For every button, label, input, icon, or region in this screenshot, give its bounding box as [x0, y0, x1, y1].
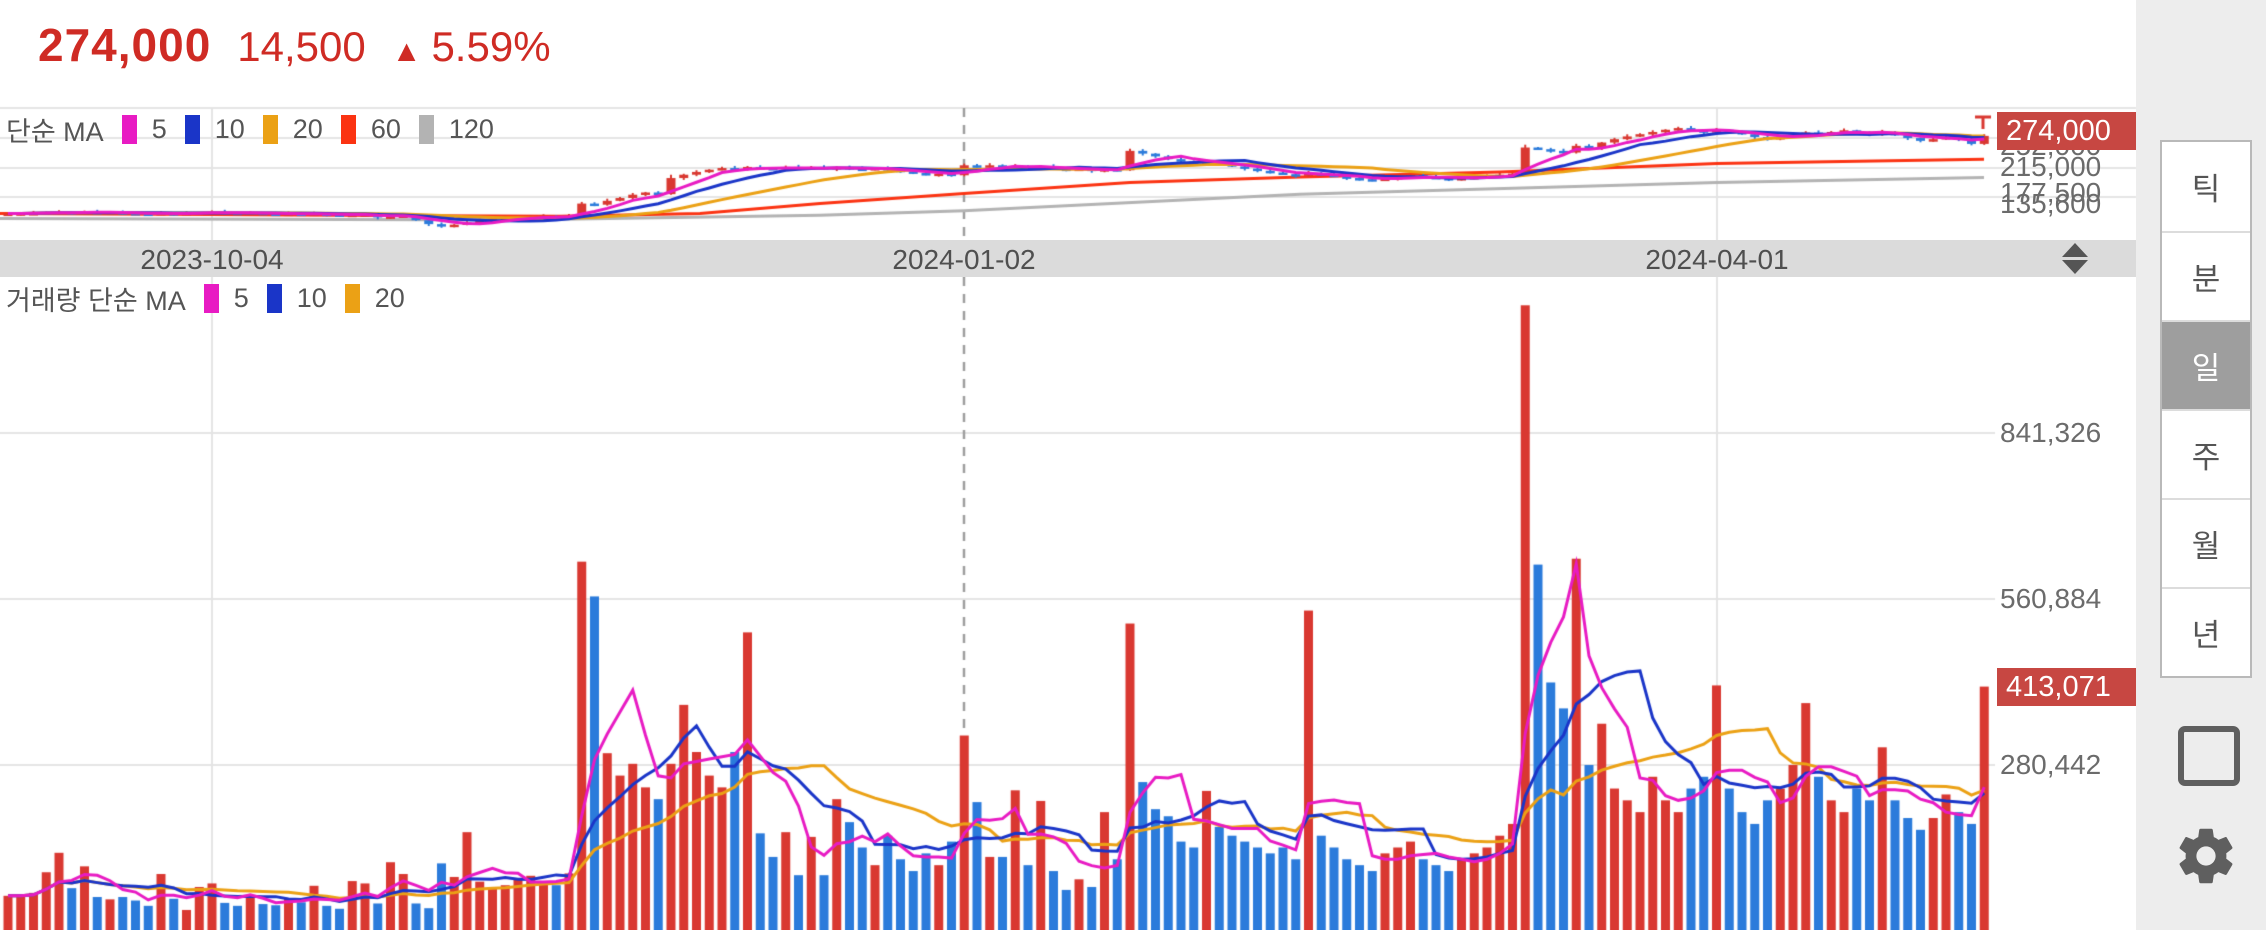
price-ma-legend-title: 단순 MA: [6, 117, 104, 147]
axis-tick-label: 560,884: [2000, 583, 2102, 614]
legend-swatch: [418, 115, 434, 144]
current-volume-badge: 413,071: [1997, 668, 2136, 706]
legend-swatch: [262, 115, 278, 144]
scale-adjust-arrows[interactable]: [2062, 243, 2088, 275]
timeframe-button-주[interactable]: 주: [2162, 409, 2250, 498]
legend-period-label: 60: [370, 114, 401, 144]
date-label: 2024-01-02: [892, 244, 1036, 275]
legend-period-label: 5: [151, 114, 167, 144]
arrow-up-icon: [2062, 243, 2088, 257]
axis-tick-label: 841,326: [2000, 417, 2102, 448]
legend-swatch: [184, 115, 200, 144]
legend-period-label: 20: [292, 114, 323, 144]
legend-swatch: [203, 284, 219, 313]
timeframe-button-틱[interactable]: 틱: [2191, 172, 2221, 207]
date-label: 2024-04-01: [1645, 244, 1789, 275]
crosshair-tool-button[interactable]: [2178, 726, 2240, 786]
legend-period-label: 10: [296, 283, 327, 313]
axis-tick-label: 280,442: [2000, 749, 2102, 780]
legend-swatch: [121, 115, 137, 144]
arrow-down-icon: [2062, 260, 2088, 274]
legend-swatch: [340, 115, 356, 144]
timeframe-button-년[interactable]: 년: [2162, 587, 2250, 676]
timeframe-button-일[interactable]: 일: [2162, 320, 2250, 409]
legend-period-label: 10: [214, 114, 245, 144]
legend-period-label: 5: [233, 283, 249, 313]
timeframe-button-월[interactable]: 월: [2162, 498, 2250, 587]
axis-tick-label: 215,000: [2000, 151, 2102, 182]
settings-button[interactable]: [2172, 822, 2240, 890]
axis-tick-label: 135,600: [2000, 188, 2102, 219]
gear-icon: [2179, 828, 2233, 884]
current-price-badge: 274,000: [1997, 112, 2136, 150]
price-ma-legend: 단순 MA 5 10 20 60 120: [6, 110, 494, 149]
legend-swatch: [344, 284, 360, 313]
volume-ma-legend-title: 거래량 단순 MA: [6, 286, 186, 316]
date-label: 2023-10-04: [140, 244, 284, 275]
date-axis-band: 2023-10-04 2024-01-02 2024-04-01: [0, 240, 2136, 277]
timeframe-button-분[interactable]: 분: [2162, 231, 2250, 320]
legend-period-label: 20: [374, 283, 405, 313]
legend-swatch: [266, 284, 282, 313]
legend-period-label: 120: [448, 114, 494, 144]
volume-ma-legend: 거래량 단순 MA 5 10 20: [6, 279, 405, 318]
axis-tick-label: 177,500: [2000, 177, 2102, 208]
